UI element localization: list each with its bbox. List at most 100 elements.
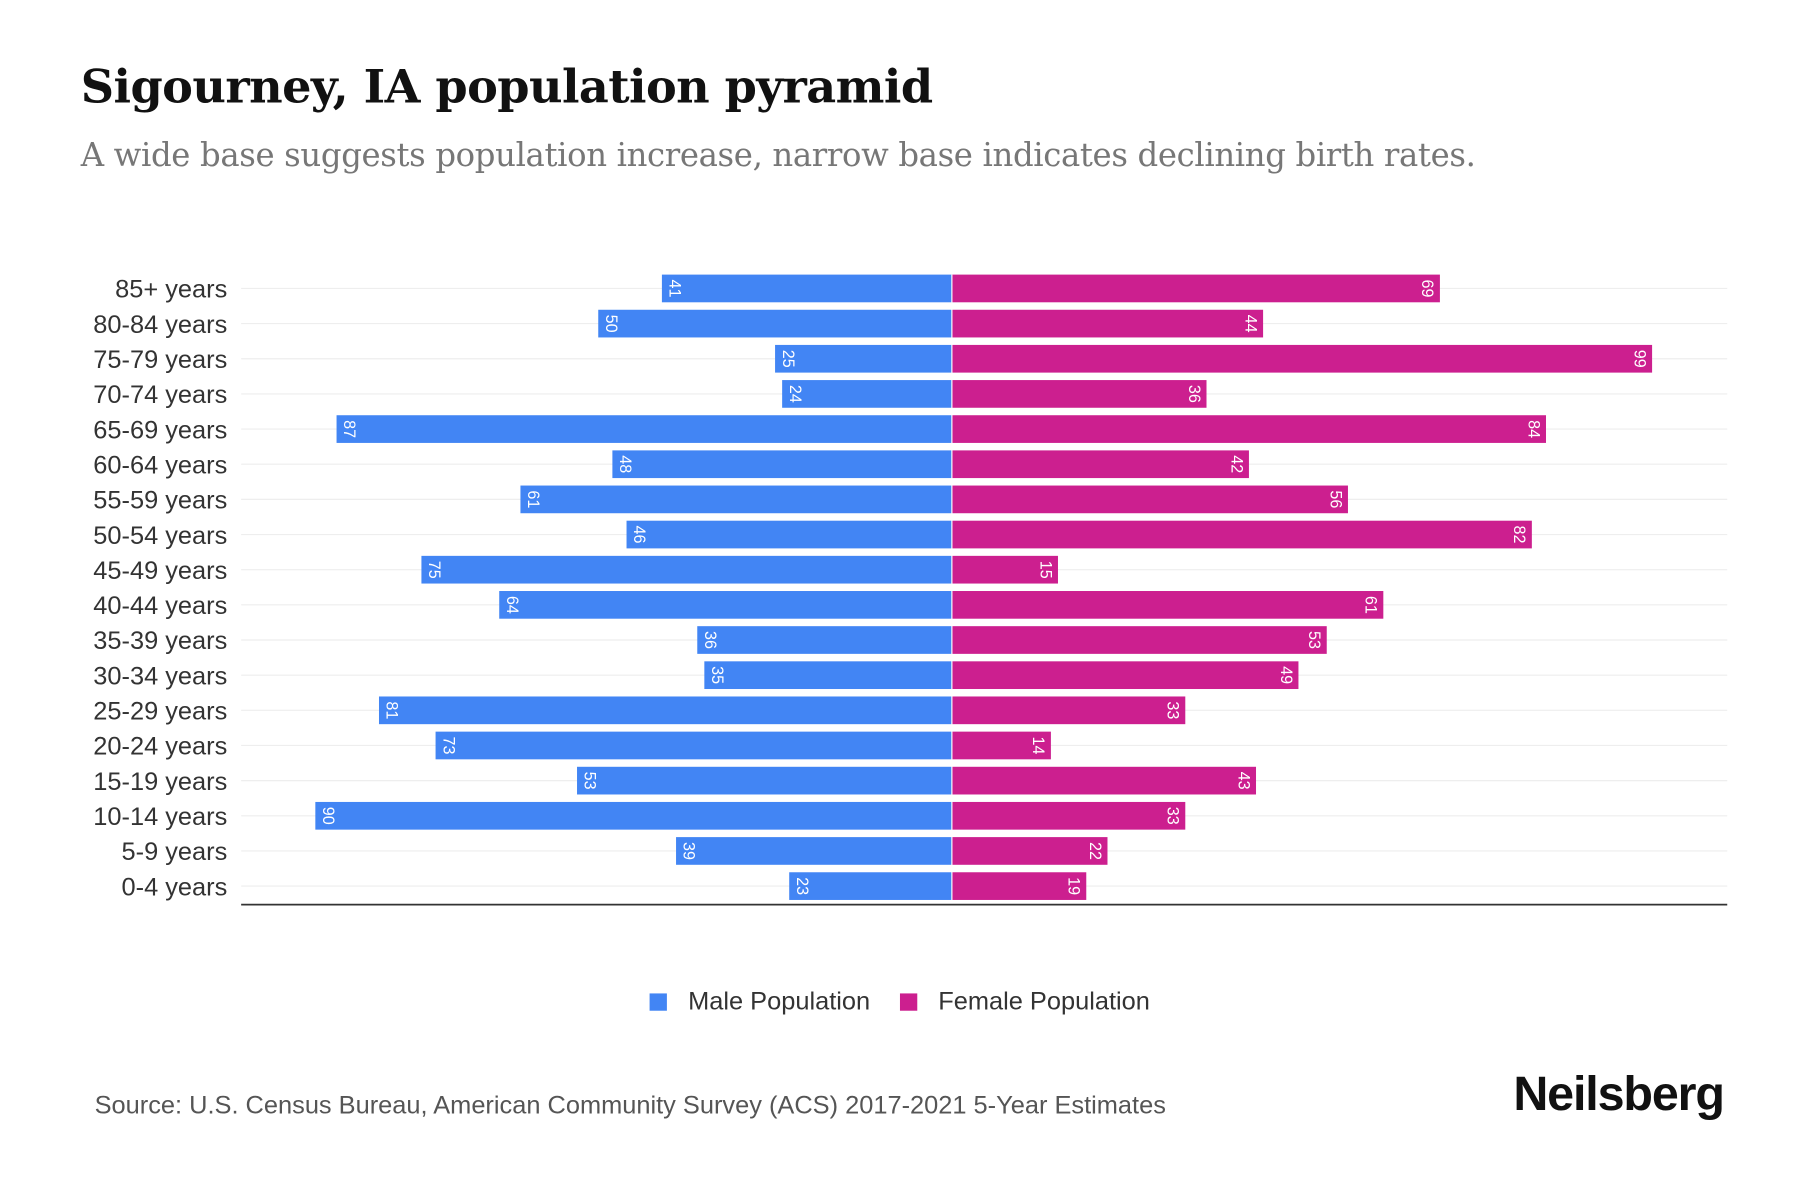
bar-male — [782, 380, 952, 408]
y-tick-label: 85+ years — [115, 276, 227, 304]
data-label-male: 24 — [786, 385, 804, 403]
data-label-female: 36 — [1185, 385, 1203, 403]
data-label-female: 53 — [1305, 631, 1323, 649]
y-tick-label: 25-29 years — [93, 698, 227, 726]
chart-title: Sigourney, IA population pyramid — [80, 59, 933, 115]
y-tick-label: 35-39 years — [93, 627, 227, 655]
brand-logo: Neilsberg — [1513, 1066, 1725, 1121]
bar-male — [577, 766, 952, 795]
bar-female — [951, 555, 1058, 584]
data-label-female: 56 — [1326, 490, 1344, 508]
bar-male — [520, 485, 952, 514]
y-tick-label: 50-54 years — [93, 522, 227, 550]
data-label-male: 39 — [680, 842, 698, 860]
y-tick-label: 30-34 years — [93, 662, 227, 690]
bar-male — [661, 274, 952, 303]
legend-item-male[interactable]: Male Population — [650, 986, 870, 1016]
data-label-male: 87 — [340, 420, 358, 438]
data-label-male: 53 — [581, 772, 599, 790]
data-label-male: 64 — [503, 596, 521, 614]
bar-male — [612, 450, 952, 479]
bar-female — [951, 766, 1257, 795]
legend: Male Population Female Population — [0, 986, 1800, 1016]
data-label-male: 61 — [524, 490, 542, 508]
data-label-female: 69 — [1418, 279, 1436, 297]
y-tick-label: 60-64 years — [93, 451, 227, 479]
legend-label-female: Female Population — [938, 986, 1150, 1016]
y-tick-label: 45-49 years — [93, 557, 227, 585]
bar-female — [951, 872, 1087, 900]
data-label-male: 36 — [701, 631, 719, 649]
data-label-female: 84 — [1524, 420, 1542, 438]
data-label-female: 19 — [1065, 877, 1083, 895]
bar-male — [315, 801, 952, 830]
data-label-female: 33 — [1164, 807, 1182, 825]
data-label-male: 81 — [383, 701, 401, 719]
y-tick-label: 65-69 years — [93, 416, 227, 444]
bar-male — [676, 837, 952, 865]
data-label-female: 43 — [1234, 772, 1252, 790]
bar-male — [336, 415, 952, 443]
data-label-female: 61 — [1362, 596, 1380, 614]
y-tick-label: 20-24 years — [93, 733, 227, 761]
legend-swatch-male — [650, 992, 668, 1011]
data-label-male: 75 — [425, 561, 443, 579]
data-label-male: 35 — [708, 666, 726, 684]
bar-male — [499, 591, 952, 619]
y-tick-label: 40-44 years — [93, 592, 227, 620]
bar-male — [421, 555, 952, 584]
pyramid-chart: 85+ years 41 69 80-84 years 50 44 75-79 years 2… — [93, 274, 1728, 906]
data-label-male: 46 — [630, 526, 648, 544]
data-label-female: 82 — [1510, 526, 1528, 544]
bar-male — [697, 626, 952, 654]
y-tick-label: 75-79 years — [93, 346, 227, 374]
legend-item-female[interactable]: Female Population — [900, 986, 1150, 1016]
y-tick-label: 10-14 years — [93, 803, 227, 831]
bar-female — [951, 415, 1546, 443]
data-label-male: 50 — [602, 315, 620, 333]
bar-female — [951, 485, 1348, 514]
data-label-male: 25 — [779, 350, 797, 368]
legend-label-male: Male Population — [688, 986, 871, 1016]
bar-female — [951, 274, 1440, 303]
bar-male — [775, 344, 952, 373]
bar-female — [951, 450, 1249, 479]
bar-male — [435, 731, 952, 760]
y-tick-label: 5-9 years — [122, 838, 228, 866]
data-label-male: 41 — [666, 279, 684, 297]
data-label-male: 73 — [439, 736, 457, 754]
legend-swatch-female — [900, 992, 918, 1011]
data-label-female: 42 — [1227, 455, 1245, 473]
bar-female — [951, 520, 1532, 549]
data-label-female: 99 — [1630, 350, 1648, 368]
data-label-female: 14 — [1029, 736, 1047, 754]
bar-female — [951, 380, 1207, 408]
bar-male — [789, 872, 952, 900]
data-label-female: 33 — [1164, 701, 1182, 719]
bar-female — [951, 731, 1051, 760]
data-label-female: 15 — [1036, 561, 1054, 579]
bar-male — [626, 520, 952, 549]
data-label-female: 22 — [1086, 842, 1104, 860]
bar-female — [951, 344, 1653, 373]
bar-female — [951, 309, 1264, 338]
bar-female — [951, 591, 1384, 619]
bar-female — [951, 837, 1108, 865]
y-tick-label: 80-84 years — [93, 311, 227, 339]
bar-female — [951, 696, 1186, 725]
chart-subtitle: A wide base suggests population increase… — [80, 136, 1476, 175]
bar-female — [951, 626, 1327, 654]
bar-female — [951, 661, 1299, 690]
data-label-female: 44 — [1241, 315, 1259, 333]
y-tick-label: 70-74 years — [93, 381, 227, 409]
bar-male — [704, 661, 952, 690]
data-label-male: 23 — [793, 877, 811, 895]
source-note: Source: U.S. Census Bureau, American Com… — [94, 1090, 1166, 1120]
y-tick-label: 15-19 years — [93, 768, 227, 796]
data-label-male: 90 — [319, 807, 337, 825]
y-tick-label: 0-4 years — [122, 873, 228, 901]
y-tick-label: 55-59 years — [93, 487, 227, 515]
bar-male — [378, 696, 952, 725]
data-label-male: 48 — [616, 455, 634, 473]
